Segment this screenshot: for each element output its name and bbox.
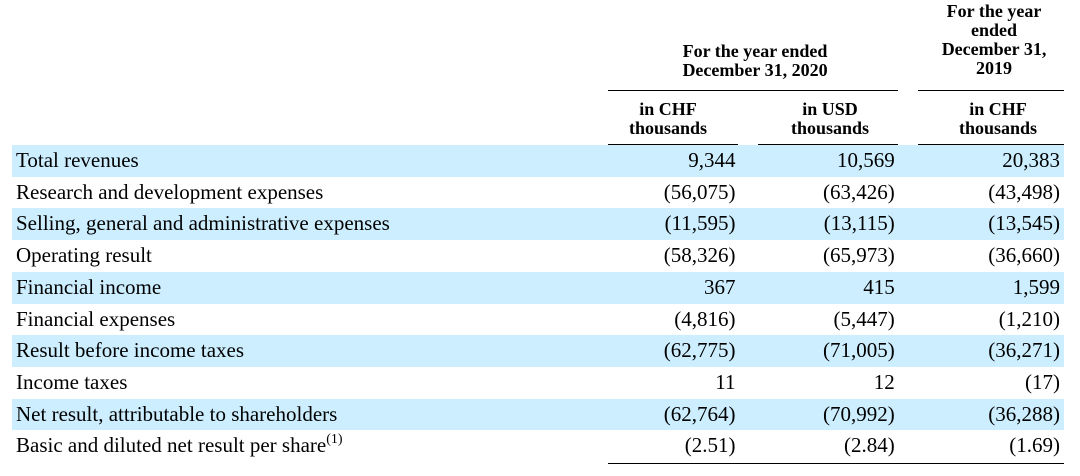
column-gap	[899, 304, 919, 336]
value-usd-2020: 10,569	[759, 145, 899, 177]
column-gap	[740, 240, 760, 272]
value-usd-2020: (65,973)	[823, 243, 895, 268]
row-label: Basic and diluted net result per share(1…	[16, 432, 343, 458]
column-gap	[739, 271, 760, 304]
table-row: Result before income taxes (62,775) (71,00…	[12, 335, 1064, 367]
column-gap	[899, 430, 919, 462]
period-2020-rule	[608, 90, 898, 91]
value-usd-2020: 415	[759, 271, 899, 304]
value-usd-2020: (71,005)	[759, 335, 899, 367]
column-gap	[899, 367, 919, 399]
row-label: Total revenues	[12, 145, 611, 177]
table-row: Research and development expenses (56,075…	[12, 177, 1064, 209]
value-usd-2020: (13,115)	[759, 208, 899, 241]
table-row: Income taxes 11 12 (17)	[12, 367, 1064, 399]
column-header-usd-2020: in USD thousands	[770, 100, 890, 138]
table-row: Operating result (58,326) (65,973) (36,660)	[12, 240, 1064, 272]
period-2019-line4: 2019	[976, 58, 1012, 78]
value-chf-2019: (1,210)	[998, 306, 1060, 331]
row-label: Selling, general and administrative expe…	[12, 208, 611, 241]
column-header-line2: thousands	[628, 118, 708, 138]
value-chf-2020: 11	[715, 369, 736, 394]
period-2020-line2: December 31, 2020	[682, 60, 828, 80]
table-row: Selling, general and administrative expe…	[12, 208, 1064, 241]
value-chf-2020: (4,816)	[674, 306, 736, 331]
table-bottom-rule	[608, 463, 1064, 464]
column-header-line1: in CHF	[639, 99, 697, 119]
column-gap	[740, 430, 760, 462]
column-gap	[739, 145, 760, 177]
value-chf-2019: (43,498)	[988, 179, 1060, 204]
column-gap	[740, 177, 760, 209]
value-chf-2020: (2.51)	[684, 433, 736, 458]
income-statement-table: Total revenues 9,344 10,569 20,383 Research …	[12, 145, 1064, 462]
row-label: Financial expenses	[16, 306, 176, 331]
value-chf-2019: 20,383	[918, 145, 1064, 177]
value-usd-2020: (2.84)	[844, 433, 895, 458]
table-row: Basic and diluted net result per share(1…	[12, 430, 1064, 462]
column-header-line1: in USD	[802, 99, 858, 119]
column-header-line2: thousands	[958, 118, 1038, 138]
period-2020-line1: For the year ended	[682, 41, 828, 61]
row-label: Financial income	[12, 271, 611, 304]
column-gap	[739, 335, 760, 367]
value-chf-2020: (11,595)	[610, 208, 740, 241]
column-header-line2: thousands	[790, 118, 870, 138]
table-row: Financial expenses (4,816) (5,447) (1,210)	[12, 304, 1064, 336]
row-label: Result before income taxes	[12, 335, 611, 367]
value-chf-2019: (13,545)	[918, 208, 1064, 241]
column-gap	[740, 304, 760, 336]
column-header-chf-2020: in CHF thousands	[608, 100, 728, 138]
value-chf-2020: (62,764)	[610, 398, 740, 431]
column-header-line1: in CHF	[969, 99, 1027, 119]
column-header-chf-2019: in CHF thousands	[938, 100, 1058, 138]
column-gap	[898, 208, 919, 241]
value-chf-2019: (36,288)	[918, 398, 1064, 431]
column-rule-usd-2020	[758, 144, 898, 145]
value-chf-2019: (36,660)	[988, 243, 1060, 268]
value-chf-2020: (58,326)	[663, 243, 736, 268]
column-rule-chf-2019	[918, 144, 1064, 145]
value-chf-2020: 367	[610, 271, 740, 304]
value-chf-2020: (56,075)	[663, 179, 736, 204]
column-rule-chf-2020	[608, 144, 738, 145]
period-2019-line1: For the year	[946, 1, 1042, 21]
value-usd-2020: (5,447)	[833, 306, 895, 331]
period-2019-header: For the year ended December 31, 2019	[920, 2, 1068, 78]
value-chf-2019: (17)	[1025, 369, 1060, 394]
column-gap	[898, 335, 919, 367]
row-label: Income taxes	[16, 369, 128, 394]
value-chf-2019: (36,271)	[918, 335, 1064, 367]
table-row: Net result, attributable to shareholders…	[12, 398, 1064, 431]
footnote-marker: (1)	[326, 432, 343, 448]
column-gap	[898, 398, 919, 431]
value-chf-2019: 1,599	[918, 271, 1064, 304]
period-2019-rule	[918, 90, 1064, 91]
value-usd-2020: (63,426)	[823, 179, 895, 204]
row-label: Research and development expenses	[16, 179, 324, 204]
column-gap	[898, 145, 919, 177]
table-row: Total revenues 9,344 10,569 20,383	[12, 145, 1064, 177]
value-chf-2020: (62,775)	[610, 335, 740, 367]
period-2019-line3: December 31,	[941, 39, 1047, 59]
period-2020-header: For the year ended December 31, 2020	[650, 42, 860, 80]
row-label: Operating result	[16, 243, 152, 268]
column-gap	[899, 177, 919, 209]
column-gap	[739, 398, 760, 431]
column-gap	[739, 208, 760, 241]
value-usd-2020: 12	[873, 369, 895, 394]
column-gap	[899, 240, 919, 272]
row-label: Net result, attributable to shareholders	[12, 398, 611, 431]
table-row: Financial income 367 415 1,599	[12, 271, 1064, 304]
column-gap	[898, 271, 919, 304]
period-2019-line2: ended	[970, 20, 1017, 40]
value-chf-2019: (1.69)	[1009, 433, 1060, 458]
value-chf-2020: 9,344	[610, 145, 740, 177]
column-gap	[740, 367, 760, 399]
value-usd-2020: (70,992)	[759, 398, 899, 431]
